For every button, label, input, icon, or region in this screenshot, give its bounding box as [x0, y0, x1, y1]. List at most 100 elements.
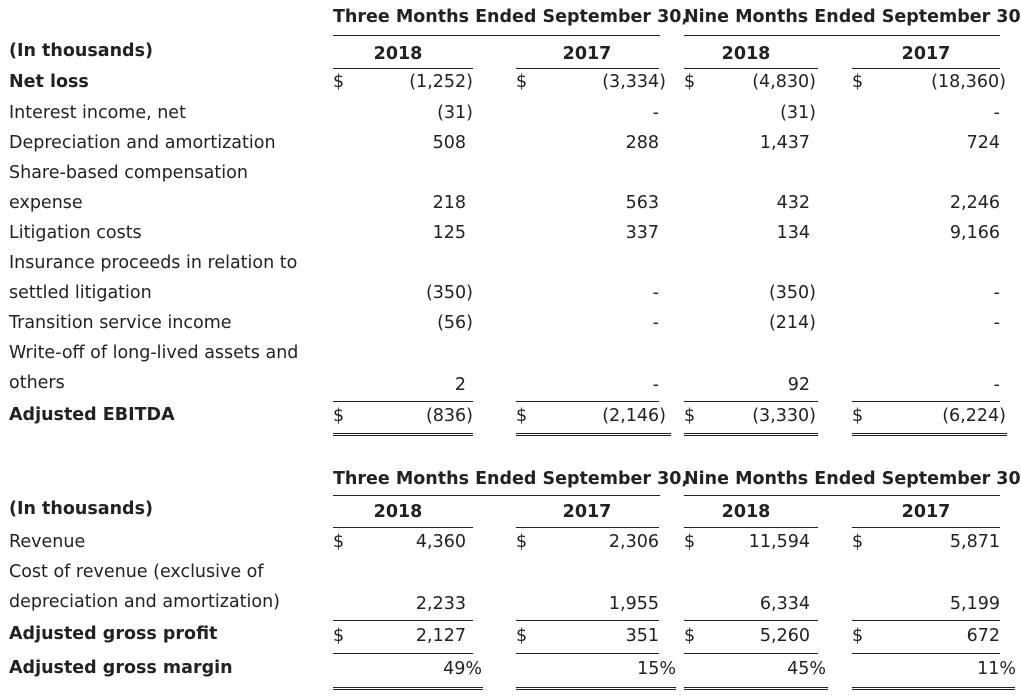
row-label: Depreciation and amortization	[9, 133, 276, 153]
row-label: Share-based compensation	[9, 163, 248, 183]
value-cell: 6,334	[759, 594, 810, 614]
total-double-rule	[684, 687, 828, 690]
year-header: 2017	[901, 502, 951, 522]
value-cell: (31)	[437, 103, 473, 123]
currency-symbol: $	[333, 532, 345, 552]
subtotal-rule	[516, 653, 659, 654]
total-double-rule	[852, 687, 1015, 690]
subtotal-rule	[684, 401, 818, 402]
value-cell: (2,146)	[602, 406, 666, 426]
subtotal-rule	[852, 620, 1000, 621]
period-header-nine-months: Nine Months Ended September 30,	[684, 7, 1021, 27]
subtotal-rule	[333, 620, 473, 621]
value-cell: 672	[966, 626, 1000, 646]
value-cell: -	[993, 375, 1000, 395]
currency-symbol: $	[333, 72, 345, 92]
currency-symbol: $	[852, 532, 864, 552]
value-cell: 218	[432, 193, 466, 213]
currency-symbol: $	[852, 72, 864, 92]
currency-symbol: $	[684, 72, 696, 92]
currency-symbol: $	[684, 626, 696, 646]
value-cell: -	[993, 313, 1000, 333]
value-cell: (6,224)	[942, 406, 1006, 426]
row-label: Write-off of long-lived assets and	[9, 343, 299, 363]
row-label: Revenue	[9, 532, 86, 552]
value-cell: 2,127	[415, 626, 466, 646]
value-cell: 134	[776, 223, 810, 243]
value-cell: 288	[625, 133, 659, 153]
year-header: 2018	[721, 44, 771, 64]
value-cell: 2,306	[608, 532, 659, 552]
currency-symbol: $	[852, 626, 864, 646]
total-double-rule	[333, 687, 483, 690]
value-cell: 337	[625, 223, 659, 243]
year-header: 2017	[901, 44, 951, 64]
year-rule	[333, 527, 473, 528]
header-rule	[333, 495, 660, 496]
row-label-cont: others	[9, 373, 65, 393]
year-rule	[852, 68, 1000, 69]
currency-symbol: $	[852, 406, 864, 426]
year-header: 2017	[562, 502, 612, 522]
currency-symbol: $	[684, 406, 696, 426]
total-double-rule	[684, 433, 818, 436]
row-label: Litigation costs	[9, 223, 142, 243]
value-cell: -	[652, 283, 659, 303]
currency-symbol: $	[684, 532, 696, 552]
value-cell: (18,360)	[931, 72, 1006, 92]
currency-symbol: $	[333, 626, 345, 646]
value-cell: 5,871	[949, 532, 1000, 552]
row-label-cont: depreciation and amortization)	[9, 592, 280, 612]
year-header: 2017	[562, 44, 612, 64]
subtotal-rule	[516, 401, 659, 402]
row-label: Adjusted gross profit	[9, 624, 218, 644]
subtotal-rule	[333, 401, 473, 402]
year-rule	[516, 527, 659, 528]
subtotal-rule	[684, 620, 818, 621]
value-cell: (4,830)	[752, 72, 816, 92]
header-rule	[684, 495, 1000, 496]
value-cell: 1,437	[759, 133, 810, 153]
total-double-rule	[333, 433, 473, 436]
total-double-rule	[516, 687, 676, 690]
value-cell: -	[993, 283, 1000, 303]
value-cell: 15%	[637, 659, 676, 679]
value-cell: -	[652, 375, 659, 395]
value-cell: 92	[787, 375, 810, 395]
value-cell: 432	[776, 193, 810, 213]
value-cell: 2	[454, 375, 466, 395]
year-header: 2018	[373, 502, 423, 522]
value-cell: (31)	[780, 103, 816, 123]
value-cell: 125	[432, 223, 466, 243]
value-cell: 4,360	[415, 532, 466, 552]
value-cell: 1,955	[608, 594, 659, 614]
value-cell: (3,330)	[752, 406, 816, 426]
value-cell: 5,199	[949, 594, 1000, 614]
value-cell: -	[652, 103, 659, 123]
subtotal-rule	[333, 653, 473, 654]
header-rule	[684, 35, 1000, 36]
value-cell: (350)	[425, 283, 473, 303]
row-label: Cost of revenue (exclusive of	[9, 562, 264, 582]
value-cell: 2,233	[415, 594, 466, 614]
row-label: Adjusted EBITDA	[9, 405, 175, 425]
currency-symbol: $	[516, 532, 528, 552]
year-rule	[852, 527, 1000, 528]
year-rule	[684, 527, 818, 528]
currency-symbol: $	[516, 72, 528, 92]
row-label: Insurance proceeds in relation to	[9, 253, 298, 273]
value-cell: 508	[432, 133, 466, 153]
value-cell: (836)	[425, 406, 473, 426]
row-label: Net loss	[9, 72, 89, 92]
period-header-nine-months: Nine Months Ended September 30,	[684, 469, 1021, 489]
year-rule	[333, 68, 473, 69]
value-cell: (214)	[768, 313, 816, 333]
subtotal-rule	[516, 620, 659, 621]
row-label-cont: expense	[9, 193, 83, 213]
row-label: Interest income, net	[9, 103, 186, 123]
row-label: Transition service income	[9, 313, 232, 333]
unit-label: (In thousands)	[9, 499, 153, 519]
year-header: 2018	[721, 502, 771, 522]
row-label-cont: settled litigation	[9, 283, 152, 303]
subtotal-rule	[684, 653, 818, 654]
